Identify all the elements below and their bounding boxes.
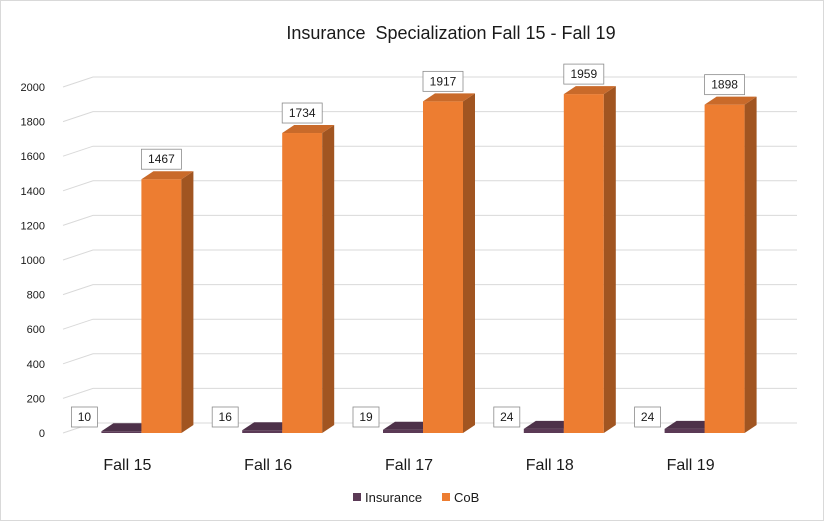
x-tick-label-fall-18: Fall 18 <box>526 457 574 474</box>
gridline <box>62 214 797 226</box>
bar-cob-fall-19 <box>704 96 757 434</box>
bar-cob-fall-17 <box>423 93 475 433</box>
y-tick-label: 1400 <box>21 186 45 198</box>
data-label-insurance-fall-19: 24 <box>634 406 661 428</box>
bar-cob-fall-18 <box>563 86 616 433</box>
x-tick-label-fall-16: Fall 16 <box>244 457 292 474</box>
y-tick-label: 1800 <box>21 117 45 129</box>
y-tick-label: 1200 <box>21 220 45 232</box>
data-label-cob-fall-15: 1467 <box>140 148 182 170</box>
y-tick-labels: 0 200 400 600 800 1000 1200 1400 1600 1800 2000 <box>21 82 45 440</box>
gridline <box>62 284 797 296</box>
bars <box>101 86 757 434</box>
bar-cob-fall-16 <box>282 125 335 433</box>
svg-text:24: 24 <box>500 410 514 424</box>
data-labels: 10 1467 16 1734 19 1917 24 1959 24 1898 <box>71 63 745 428</box>
bar-cob-fall-15 <box>141 171 194 434</box>
gridline <box>62 318 797 330</box>
data-label-insurance-fall-18: 24 <box>493 406 521 428</box>
y-tick-label: 2000 <box>21 82 45 94</box>
y-tick-label: 1600 <box>21 151 45 163</box>
y-tick-label: 600 <box>27 324 45 336</box>
data-label-cob-fall-17: 1917 <box>422 70 464 92</box>
x-tick-label-fall-19: Fall 19 <box>667 457 715 474</box>
legend-label-cob: CoB <box>454 490 479 505</box>
gridline <box>62 249 797 261</box>
gridline <box>62 387 797 399</box>
x-tick-labels: Fall 15 Fall 16 Fall 17 Fall 18 Fall 19 <box>103 457 714 474</box>
gridline <box>62 353 797 365</box>
svg-text:1959: 1959 <box>570 67 597 81</box>
svg-text:19: 19 <box>359 410 373 424</box>
gridline <box>62 76 797 88</box>
y-tick-label: 400 <box>27 359 45 371</box>
y-tick-label: 0 <box>39 428 45 440</box>
svg-text:1917: 1917 <box>430 74 457 88</box>
gridline <box>62 180 797 192</box>
svg-text:1734: 1734 <box>289 106 316 120</box>
svg-text:1467: 1467 <box>148 152 175 166</box>
data-label-cob-fall-18: 1959 <box>563 63 605 85</box>
gridlines <box>62 76 797 434</box>
svg-text:16: 16 <box>219 410 233 424</box>
legend: Insurance CoB <box>353 490 479 505</box>
svg-text:24: 24 <box>641 410 655 424</box>
gridline <box>62 111 797 123</box>
y-tick-label: 800 <box>27 290 45 302</box>
legend-swatch-insurance <box>353 493 361 501</box>
gridline <box>62 145 797 157</box>
data-label-insurance-fall-15: 10 <box>71 406 98 428</box>
legend-label-insurance: Insurance <box>365 490 422 505</box>
data-label-insurance-fall-16: 16 <box>211 406 239 428</box>
data-label-cob-fall-16: 1734 <box>281 102 323 124</box>
x-tick-label-fall-15: Fall 15 <box>103 457 151 474</box>
svg-text:1898: 1898 <box>711 78 738 92</box>
chart-title: Insurance Specialization Fall 15 - Fall … <box>286 23 615 43</box>
data-label-insurance-fall-17: 19 <box>352 406 380 428</box>
x-tick-label-fall-17: Fall 17 <box>385 457 433 474</box>
data-label-cob-fall-19: 1898 <box>704 74 745 96</box>
y-tick-label: 200 <box>27 393 45 405</box>
svg-text:10: 10 <box>78 410 92 424</box>
legend-swatch-cob <box>442 493 450 501</box>
y-tick-label: 1000 <box>21 255 45 267</box>
